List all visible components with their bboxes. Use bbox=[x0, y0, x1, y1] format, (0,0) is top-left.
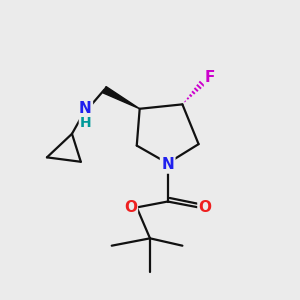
Text: H: H bbox=[80, 116, 91, 130]
Text: F: F bbox=[205, 70, 215, 86]
Text: O: O bbox=[198, 200, 211, 215]
Text: O: O bbox=[124, 200, 137, 215]
Text: N: N bbox=[79, 101, 92, 116]
Polygon shape bbox=[103, 86, 140, 109]
Text: N: N bbox=[161, 157, 174, 172]
